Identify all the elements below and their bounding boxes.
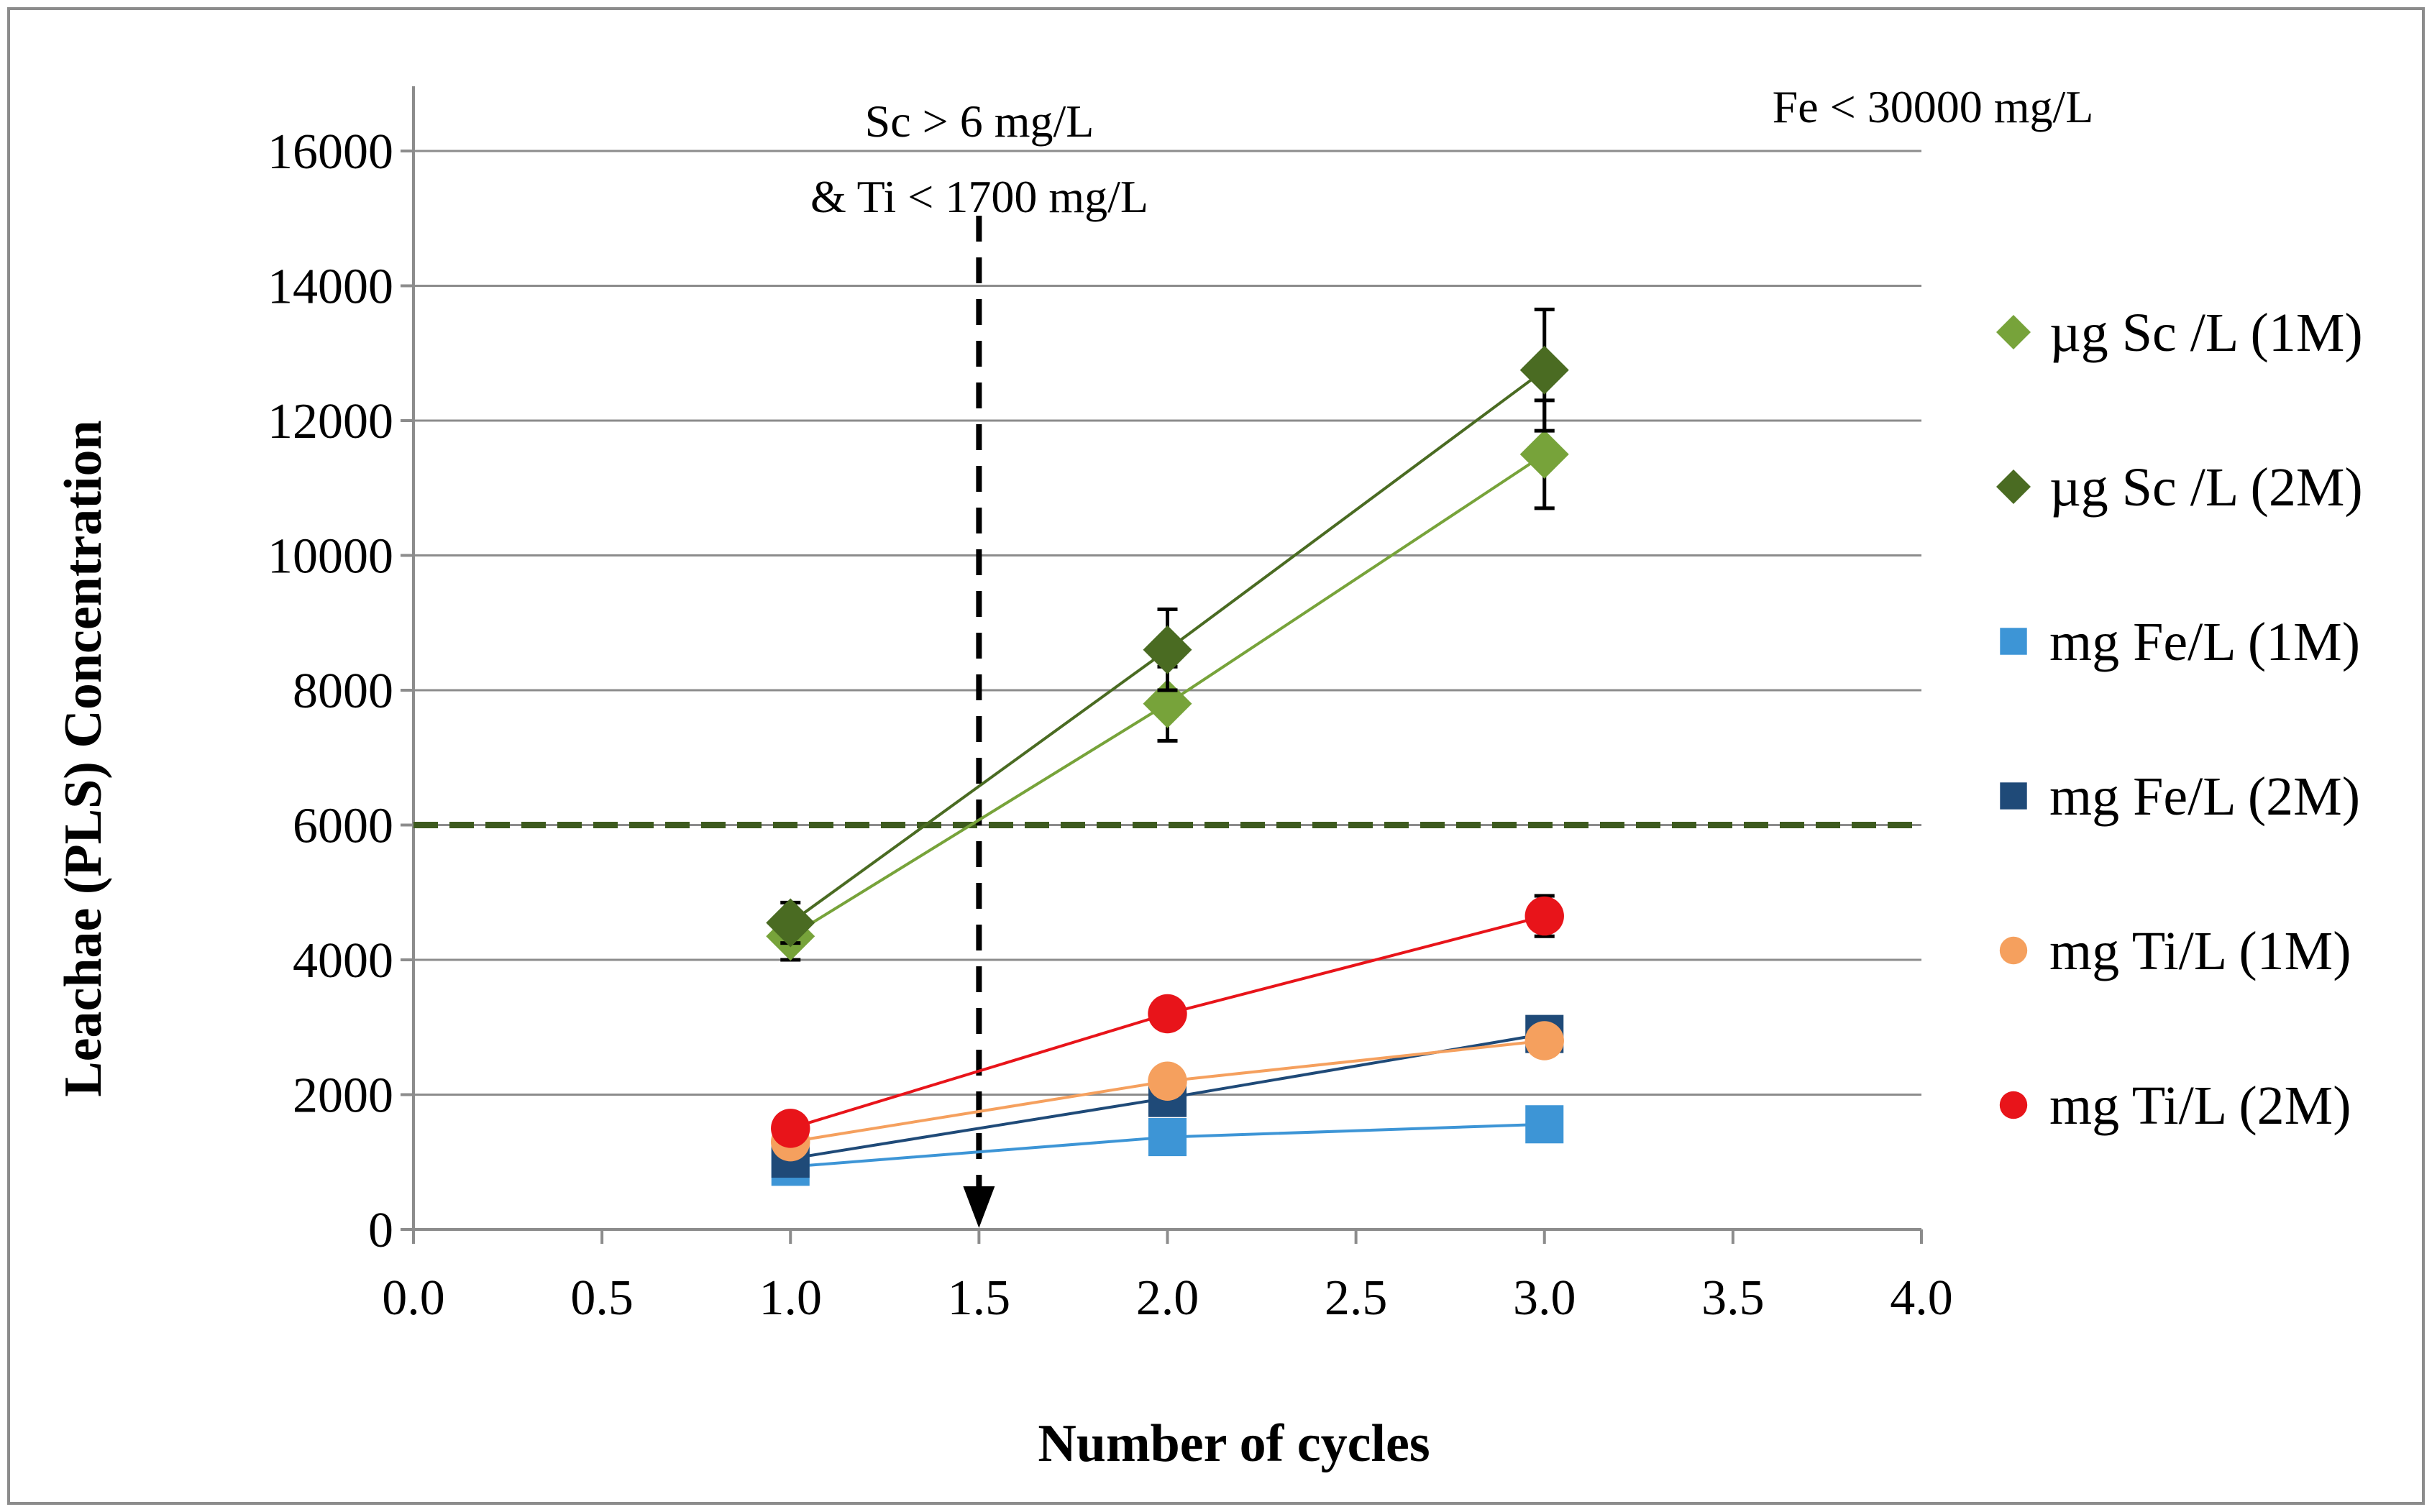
y-axis-title: Leachae (PLS) Concentration — [54, 420, 113, 1096]
series-5 — [771, 894, 1564, 1148]
x-axis-title: Number of cycles — [1038, 1414, 1430, 1473]
y-tick-label: 12000 — [268, 394, 393, 449]
y-tick-label: 4000 — [293, 933, 393, 989]
legend: µg Sc /L (1M) µg Sc /L (2M) mg Fe/L (1M) mg… — [1996, 303, 2363, 1136]
axes-layer: 0 2000 4000 6000 8000 10000 12000 14000 16000 0.0… — [268, 86, 1953, 1326]
data-point — [1519, 345, 1569, 395]
x-tick-label: 3.0 — [1513, 1270, 1576, 1326]
y-tick-label: 10000 — [268, 529, 393, 585]
chart-frame — [7, 7, 2425, 1505]
legend-marker — [2000, 628, 2027, 655]
series-1 — [766, 307, 1569, 948]
legend-item: mg Ti/L (2M) — [1999, 1076, 2351, 1136]
x-tick-label: 2.0 — [1136, 1270, 1199, 1326]
data-point — [1524, 896, 1564, 936]
legend-item: µg Sc /L (1M) — [1996, 303, 2363, 363]
data-point — [1519, 429, 1569, 479]
data-point — [771, 1109, 810, 1148]
legend-marker — [1996, 315, 2031, 349]
legend-label: mg Fe/L (2M) — [2049, 766, 2360, 827]
annotation-sc-threshold: Sc > 6 mg/L — [865, 96, 1094, 147]
y-tick-label: 0 — [368, 1203, 393, 1258]
data-point — [1143, 679, 1192, 728]
grid-layer — [413, 150, 1921, 1096]
data-point — [766, 898, 815, 948]
legend-marker — [1996, 469, 2031, 504]
legend-marker — [1999, 1091, 2028, 1119]
y-tick-label: 14000 — [268, 260, 393, 315]
data-point — [1148, 994, 1187, 1034]
legend-label: µg Sc /L (1M) — [2049, 303, 2363, 363]
x-tick-label: 3.5 — [1701, 1270, 1765, 1326]
y-tick-label: 6000 — [293, 799, 393, 854]
x-tick-label: 1.0 — [759, 1270, 823, 1326]
legend-marker — [2000, 782, 2027, 810]
legend-label: mg Ti/L (2M) — [2049, 1076, 2351, 1136]
series-4 — [771, 1021, 1564, 1162]
legend-item: mg Ti/L (1M) — [1999, 921, 2351, 981]
legend-item: mg Fe/L (2M) — [2000, 766, 2360, 827]
y-tick-label: 16000 — [268, 124, 393, 180]
data-point — [1143, 625, 1192, 674]
data-point — [1148, 1118, 1187, 1157]
reference-lines — [413, 216, 1921, 1228]
legend-label: mg Ti/L (1M) — [2049, 921, 2351, 981]
data-point — [1525, 1105, 1564, 1144]
legend-label: µg Sc /L (2M) — [2049, 457, 2363, 518]
x-tick-label: 0.0 — [382, 1270, 445, 1326]
x-tick-label: 2.5 — [1325, 1270, 1388, 1326]
legend-item: µg Sc /L (2M) — [1996, 457, 2363, 518]
x-tick-label: 4.0 — [1890, 1270, 1953, 1326]
annotation-fe-threshold: Fe < 30000 mg/L — [1773, 81, 2094, 132]
y-tick-label: 8000 — [293, 664, 393, 719]
annotation-ti-threshold: & Ti < 1700 mg/L — [810, 171, 1148, 222]
y-tick-label: 2000 — [293, 1068, 393, 1124]
legend-marker — [1999, 936, 2028, 965]
data-point — [1148, 1061, 1187, 1101]
data-point — [1524, 1021, 1564, 1060]
x-tick-label: 1.5 — [948, 1270, 1011, 1326]
legend-label: mg Fe/L (1M) — [2049, 612, 2360, 672]
series-layer — [766, 307, 1569, 1186]
legend-item: mg Fe/L (1M) — [2000, 612, 2360, 672]
x-tick-label: 0.5 — [570, 1270, 634, 1326]
cutoff-arrowhead — [963, 1186, 995, 1228]
